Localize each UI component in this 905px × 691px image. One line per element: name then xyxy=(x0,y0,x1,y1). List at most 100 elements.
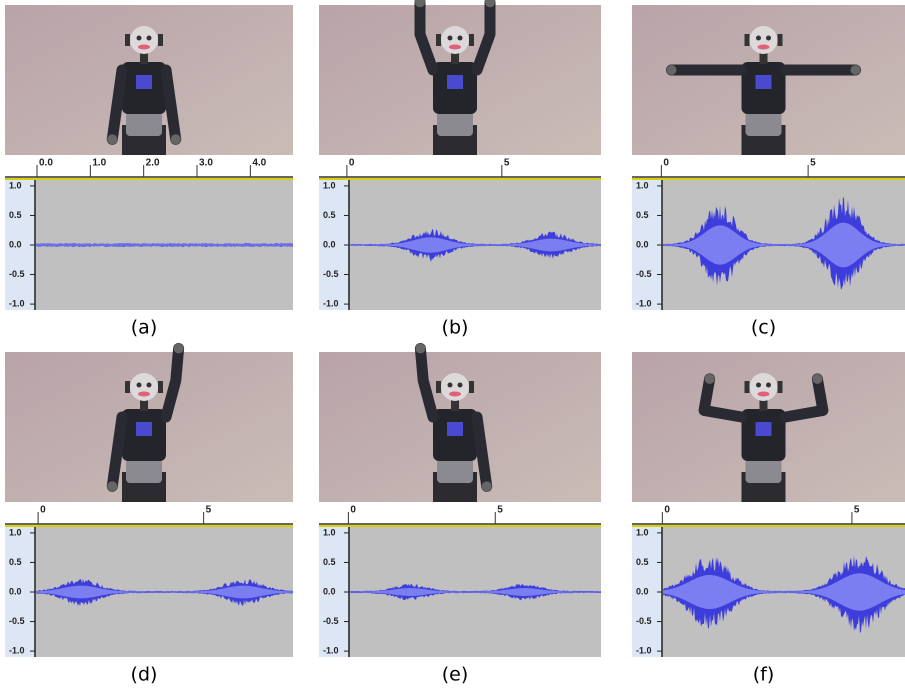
robot-ear xyxy=(125,34,130,46)
amplitude-tick-label: 0.0 xyxy=(9,239,22,249)
robot-chest xyxy=(136,75,152,89)
panel-caption: (a) xyxy=(131,317,157,339)
robot-ear xyxy=(436,381,441,393)
amplitude-tick-label: 0.5 xyxy=(636,557,649,567)
amplitude-tick-label: 1.0 xyxy=(323,527,336,537)
robot-eye xyxy=(147,36,152,41)
robot-eye xyxy=(137,36,142,41)
robot-eye xyxy=(147,383,152,388)
time-tick-label: 5 xyxy=(206,505,212,516)
robot-hips xyxy=(437,459,473,483)
robot-head xyxy=(441,26,469,54)
amplitude-tick-label: 1.0 xyxy=(636,180,649,190)
amplitude-tick-label: -1.0 xyxy=(9,645,25,655)
figure: 0.0 1.0 2.0 3.0 4.0 1.0 0.5 0.0 -0.5 -1.0 (a) 0 5 1.0… xyxy=(0,0,905,691)
robot-chest xyxy=(756,422,772,436)
robot-chest xyxy=(756,75,772,89)
time-tick-label: 0 xyxy=(350,505,356,516)
panel: 0 5 1.0 0.5 0.0 -0.5 -1.0 (b) xyxy=(319,0,601,338)
robot-hips xyxy=(126,459,162,483)
robot-ear xyxy=(158,34,163,46)
time-tick-label: 5 xyxy=(497,505,503,516)
panel-caption: (f) xyxy=(753,664,775,686)
robot-hand xyxy=(851,65,861,75)
amplitude-tick-label: -0.5 xyxy=(323,269,339,279)
robot-eye xyxy=(458,36,463,41)
robot-ear xyxy=(745,381,750,393)
robot-head xyxy=(130,26,158,54)
robot-hand xyxy=(415,343,425,353)
robot-chest xyxy=(447,422,463,436)
robot-ear xyxy=(778,34,783,46)
robot-mouth xyxy=(449,45,461,50)
amplitude-tick-label: -1.0 xyxy=(9,298,25,308)
waveform-rms xyxy=(36,244,293,246)
robot-mouth xyxy=(758,45,770,50)
robot-ear xyxy=(469,381,474,393)
time-tick-label: 4.0 xyxy=(252,158,266,169)
robot-head xyxy=(130,373,158,401)
amplitude-tick-label: 0.5 xyxy=(323,557,336,567)
panel: 0 5 1.0 0.5 0.0 -0.5 -1.0 (d) xyxy=(5,343,293,685)
robot-hips xyxy=(746,112,782,136)
amplitude-tick-label: 1.0 xyxy=(636,527,649,537)
time-tick-label: 2.0 xyxy=(146,158,160,169)
robot-eye xyxy=(756,36,761,41)
robot-chest xyxy=(447,75,463,89)
robot-ear xyxy=(469,34,474,46)
time-tick-label: 0 xyxy=(40,505,46,516)
amplitude-tick-label: -1.0 xyxy=(636,645,652,655)
robot-hand xyxy=(812,374,822,384)
amplitude-tick-label: 1.0 xyxy=(323,180,336,190)
robot-eye xyxy=(448,36,453,41)
robot-ear xyxy=(436,34,441,46)
robot-mouth xyxy=(758,392,770,397)
time-tick-label: 5 xyxy=(504,158,510,169)
robot-hand xyxy=(705,374,715,384)
robot-head xyxy=(750,26,778,54)
amplitude-tick-label: 1.0 xyxy=(9,527,22,537)
amplitude-tick-label: -1.0 xyxy=(323,645,339,655)
time-tick-label: 1.0 xyxy=(92,158,106,169)
robot-hips xyxy=(746,459,782,483)
robot-ear xyxy=(745,34,750,46)
robot-hips xyxy=(126,112,162,136)
time-tick-label: 3.0 xyxy=(199,158,213,169)
panel-caption: (c) xyxy=(751,317,776,339)
panel-caption: (e) xyxy=(442,664,469,686)
robot-eye xyxy=(766,36,771,41)
amplitude-tick-label: 0.0 xyxy=(323,239,336,249)
amplitude-tick-label: -0.5 xyxy=(9,616,25,626)
robot-eye xyxy=(458,383,463,388)
time-tick-label: 5 xyxy=(854,505,860,516)
amplitude-tick-label: -1.0 xyxy=(323,298,339,308)
robot-hand xyxy=(667,65,677,75)
amplitude-tick-label: 0.0 xyxy=(9,586,22,596)
amplitude-tick-label: 0.5 xyxy=(9,557,22,567)
robot-hips xyxy=(437,112,473,136)
robot-head xyxy=(441,373,469,401)
robot-mouth xyxy=(138,392,150,397)
panel-caption: (d) xyxy=(131,664,158,686)
amplitude-tick-label: 0.0 xyxy=(636,239,649,249)
amplitude-tick-label: -0.5 xyxy=(9,269,25,279)
amplitude-tick-label: 0.0 xyxy=(636,586,649,596)
time-tick-label: 0 xyxy=(349,158,355,169)
amplitude-tick-label: -1.0 xyxy=(636,298,652,308)
time-tick-label: 0 xyxy=(664,505,670,516)
robot-eye xyxy=(137,383,142,388)
time-tick-label: 0.0 xyxy=(39,158,53,169)
robot-ear xyxy=(158,381,163,393)
amplitude-tick-label: 0.5 xyxy=(323,210,336,220)
robot-hand xyxy=(174,343,184,353)
robot-eye xyxy=(756,383,761,388)
robot-chest xyxy=(136,422,152,436)
panel-caption: (b) xyxy=(442,317,469,339)
robot-ear xyxy=(778,381,783,393)
amplitude-tick-label: -0.5 xyxy=(636,269,652,279)
robot-hand xyxy=(107,134,117,144)
robot-ear xyxy=(125,381,130,393)
